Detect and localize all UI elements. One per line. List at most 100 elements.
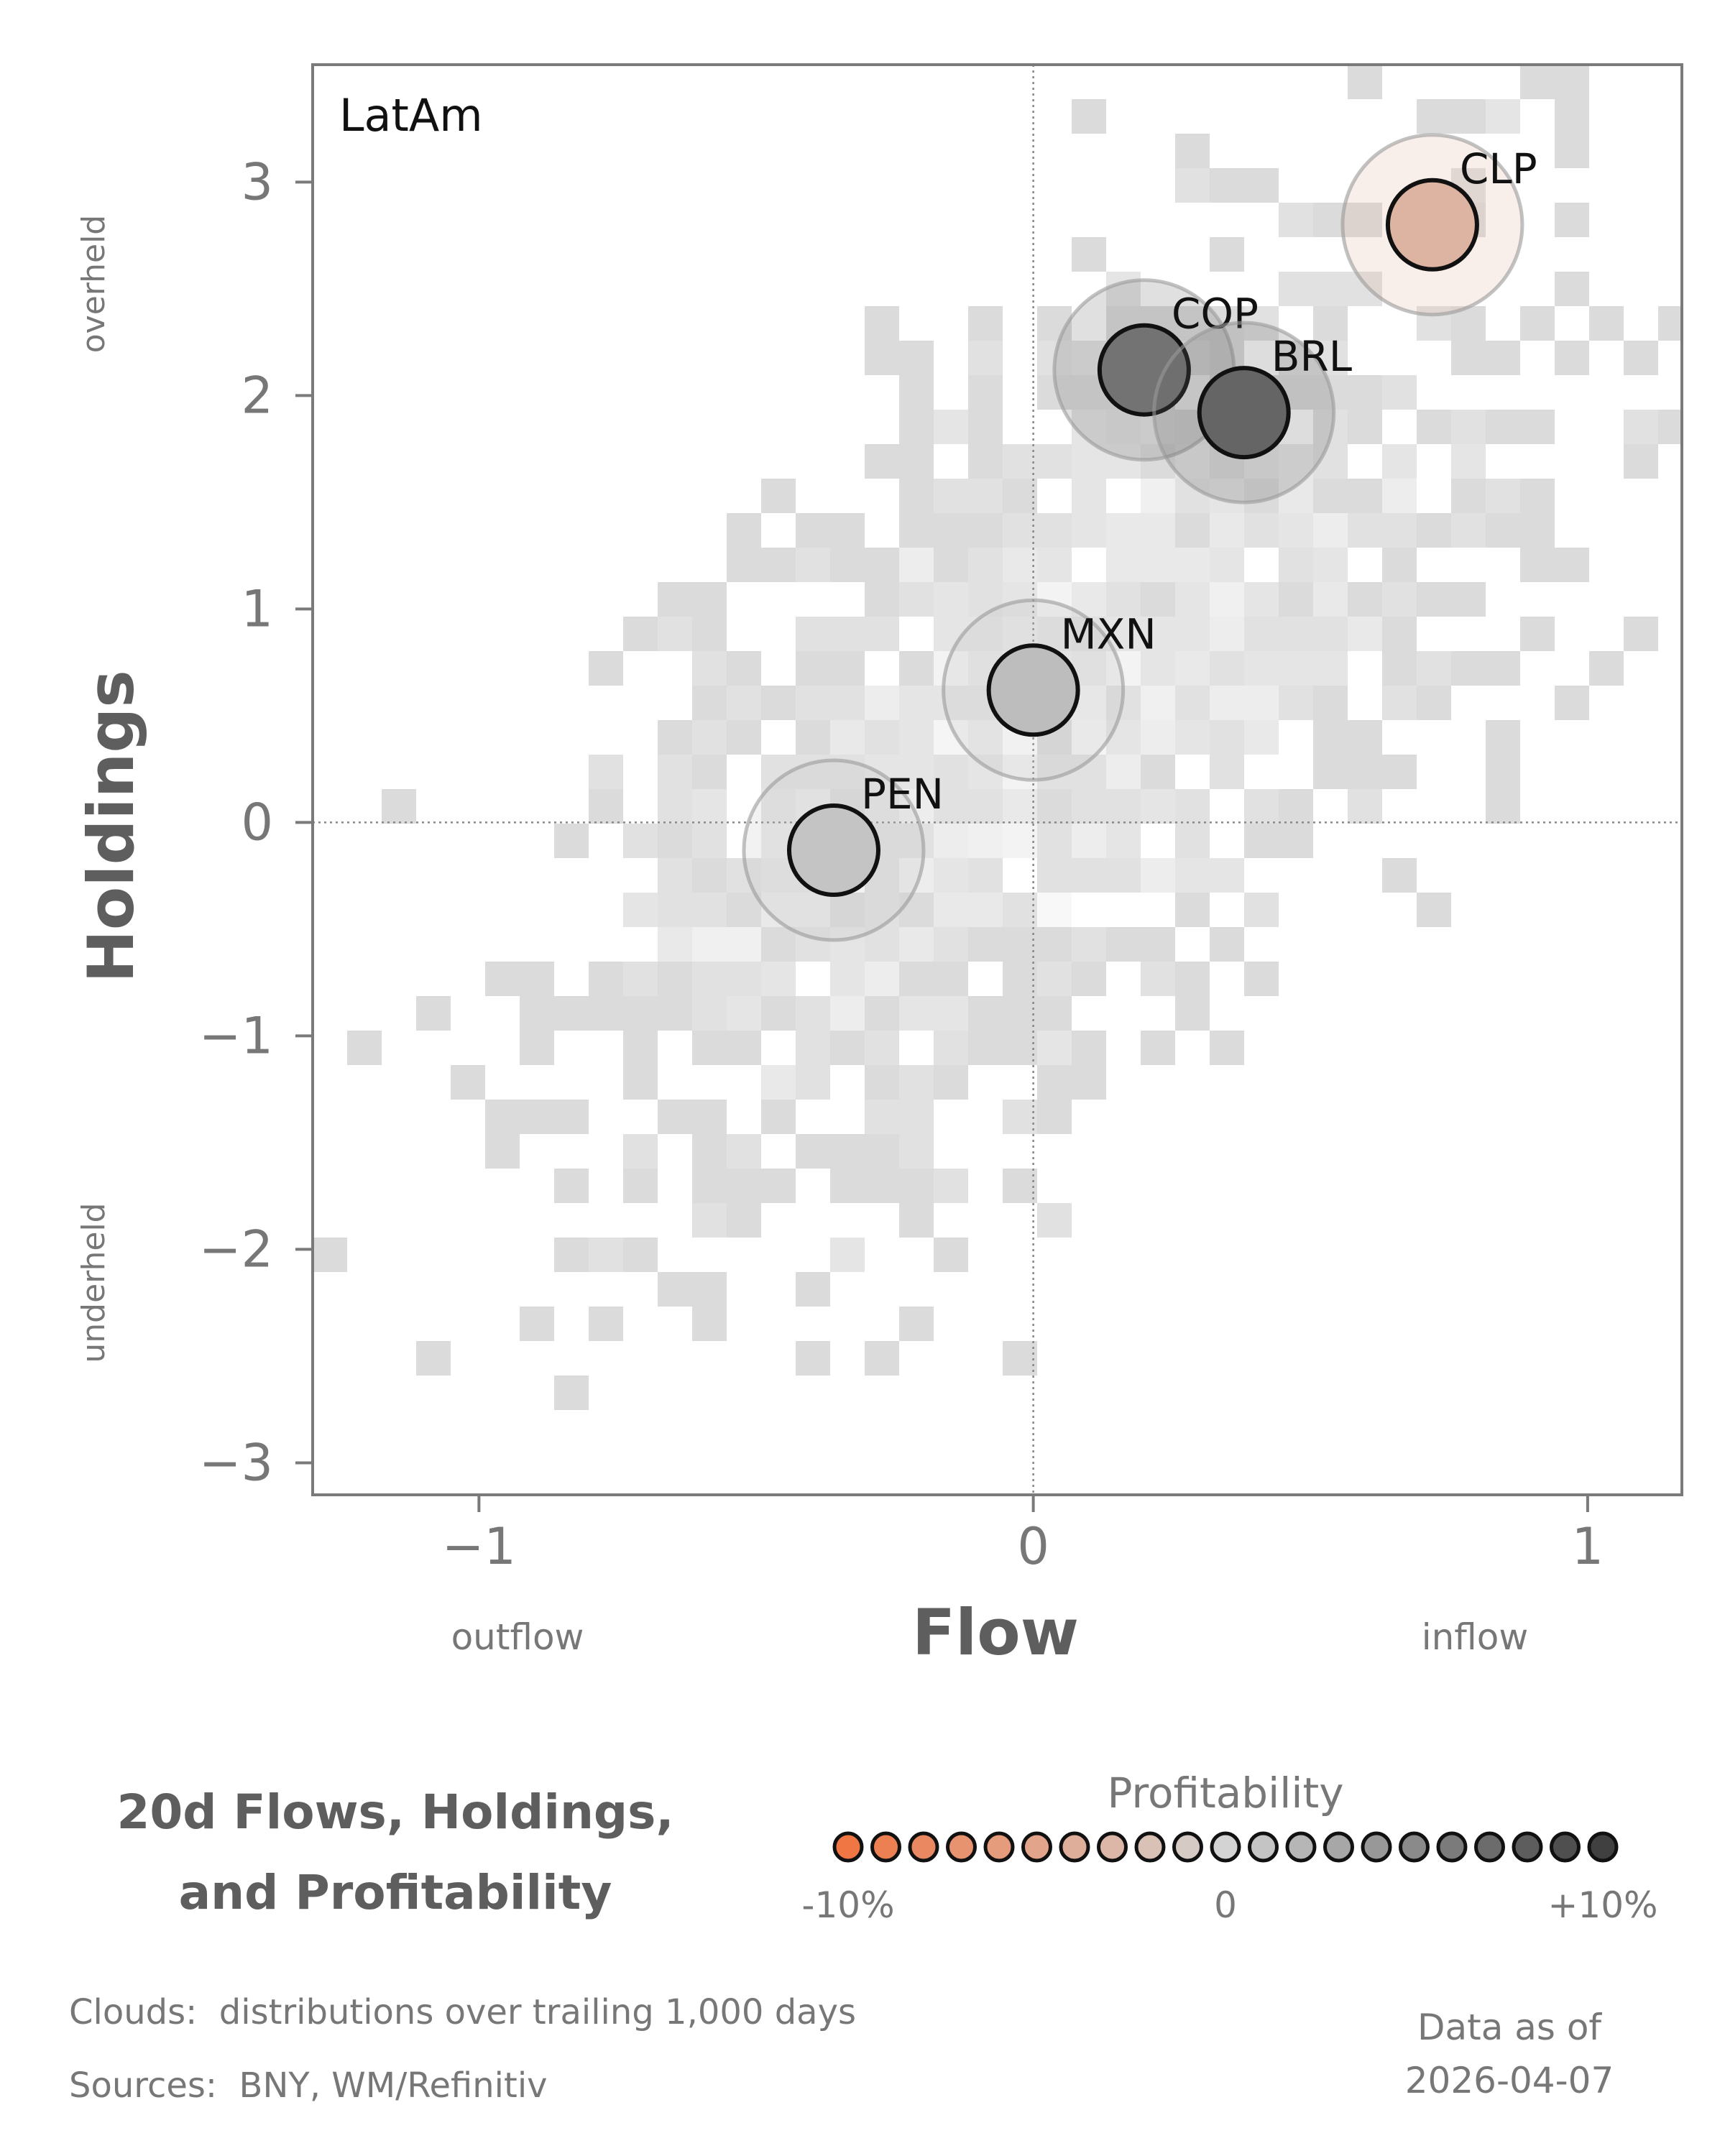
cloud-cell xyxy=(589,1307,623,1341)
cloud-cell xyxy=(1106,513,1141,548)
cloud-cell xyxy=(761,1065,796,1100)
cloud-cell xyxy=(1072,824,1106,858)
legend-dot xyxy=(1436,1831,1468,1863)
cloud-cell xyxy=(1072,410,1106,444)
cloud-cell xyxy=(1175,962,1210,996)
cloud-cell xyxy=(1555,65,1589,99)
cloud-cell xyxy=(1141,582,1175,617)
cloud-cell xyxy=(1175,306,1210,341)
cloud-cell xyxy=(1210,479,1244,513)
marker-label: CLP xyxy=(1460,144,1537,193)
cloud-cell xyxy=(1037,1203,1072,1238)
cloud-cell xyxy=(968,341,1003,375)
cloud-cell xyxy=(899,686,934,720)
cloud-cell xyxy=(899,755,934,789)
cloud-cell xyxy=(727,720,761,755)
cloud-cell xyxy=(1624,410,1658,444)
cloud-cell xyxy=(692,1031,727,1065)
marker-dot xyxy=(1385,178,1479,272)
cloud-cell xyxy=(968,927,1003,962)
cloud-cell xyxy=(1279,341,1313,375)
cloud-cell xyxy=(1624,341,1658,375)
cloud-cell xyxy=(1658,410,1682,444)
cloud-cell xyxy=(1313,548,1348,582)
cloud-cell xyxy=(968,444,1003,479)
cloud-cell xyxy=(727,686,761,720)
cloud-cell xyxy=(1313,582,1348,617)
cloud-cell xyxy=(830,686,865,720)
cloud-cell xyxy=(1348,617,1382,651)
cloud-cell xyxy=(485,1100,520,1134)
cloud-cell xyxy=(1589,651,1624,686)
cloud-cell xyxy=(899,996,934,1031)
cloud-cell xyxy=(934,858,968,893)
cloud-cell xyxy=(1382,858,1417,893)
y-negative-label: underheld xyxy=(75,1202,112,1363)
cloud-cell xyxy=(1486,99,1520,134)
cloud-cell xyxy=(1555,272,1589,306)
marker-dot xyxy=(786,803,880,898)
cloud-cell xyxy=(623,1134,658,1169)
cloud-cell xyxy=(1141,1031,1175,1065)
x-axis-ticks: −1 0 1 xyxy=(442,1495,1604,1576)
legend-dot xyxy=(1021,1831,1052,1863)
cloud-cell xyxy=(899,375,934,410)
cloud-cell xyxy=(1210,548,1244,582)
cloud-cell xyxy=(1037,1100,1072,1134)
cloud-cell xyxy=(1244,686,1279,720)
cloud-cell xyxy=(1451,410,1486,444)
cloud-cell xyxy=(1244,720,1279,755)
cloud-cell xyxy=(1417,582,1451,617)
cloud-cell xyxy=(830,893,865,927)
cloud-cell xyxy=(1141,479,1175,513)
cloud-cell xyxy=(1417,893,1451,927)
cloud-cell xyxy=(1520,65,1555,99)
cloud-cell xyxy=(1279,686,1313,720)
x-tick-label: 0 xyxy=(1017,1517,1049,1576)
cloud-cell xyxy=(934,962,968,996)
cloud-cell xyxy=(692,1169,727,1203)
cloud-cell xyxy=(1555,686,1589,720)
cloud-cell xyxy=(899,548,934,582)
cloud-cell xyxy=(968,893,1003,927)
cloud-cell xyxy=(692,893,727,927)
title-line-2: and Profitability xyxy=(178,1865,612,1920)
cloud-cell xyxy=(658,858,692,893)
cloud-cell xyxy=(1106,755,1141,789)
cloud-cell xyxy=(1175,789,1210,824)
cloud-cell xyxy=(968,720,1003,755)
cloud-cell xyxy=(1244,962,1279,996)
cloud-cell xyxy=(934,1238,968,1272)
cloud-cell xyxy=(1348,513,1382,548)
legend-dot xyxy=(1248,1831,1279,1863)
cloud-cell xyxy=(313,1238,347,1272)
cloud-cell xyxy=(968,548,1003,582)
cloud-cell xyxy=(1072,479,1106,513)
cloud-cell xyxy=(1003,1031,1037,1065)
cloud-cell xyxy=(1106,720,1141,755)
cloud-cell xyxy=(1072,237,1106,272)
cloud-cell xyxy=(520,962,554,996)
cloud-cell xyxy=(1037,1065,1072,1100)
cloud-cell xyxy=(1175,651,1210,686)
cloud-cell xyxy=(623,962,658,996)
cloud-cell xyxy=(1210,513,1244,548)
legend-dot xyxy=(908,1831,939,1863)
cloud-cell xyxy=(1141,962,1175,996)
cloud-cell xyxy=(1451,99,1486,134)
cloud-cell xyxy=(1141,755,1175,789)
cloud-cell xyxy=(347,1031,382,1065)
cloud-cell xyxy=(1382,513,1417,548)
cloud-cell xyxy=(1037,1031,1072,1065)
cloud-cell xyxy=(830,1238,865,1272)
cloud-cell xyxy=(1279,444,1313,479)
cloud-cell xyxy=(727,1203,761,1238)
cloud-cell xyxy=(554,1100,589,1134)
legend-dot xyxy=(1512,1831,1543,1863)
cloud-cell xyxy=(865,1065,899,1100)
marker-cop: COP xyxy=(1052,278,1259,462)
cloud-cell xyxy=(830,927,865,962)
cloud-cell xyxy=(934,513,968,548)
cloud-cell xyxy=(1141,686,1175,720)
